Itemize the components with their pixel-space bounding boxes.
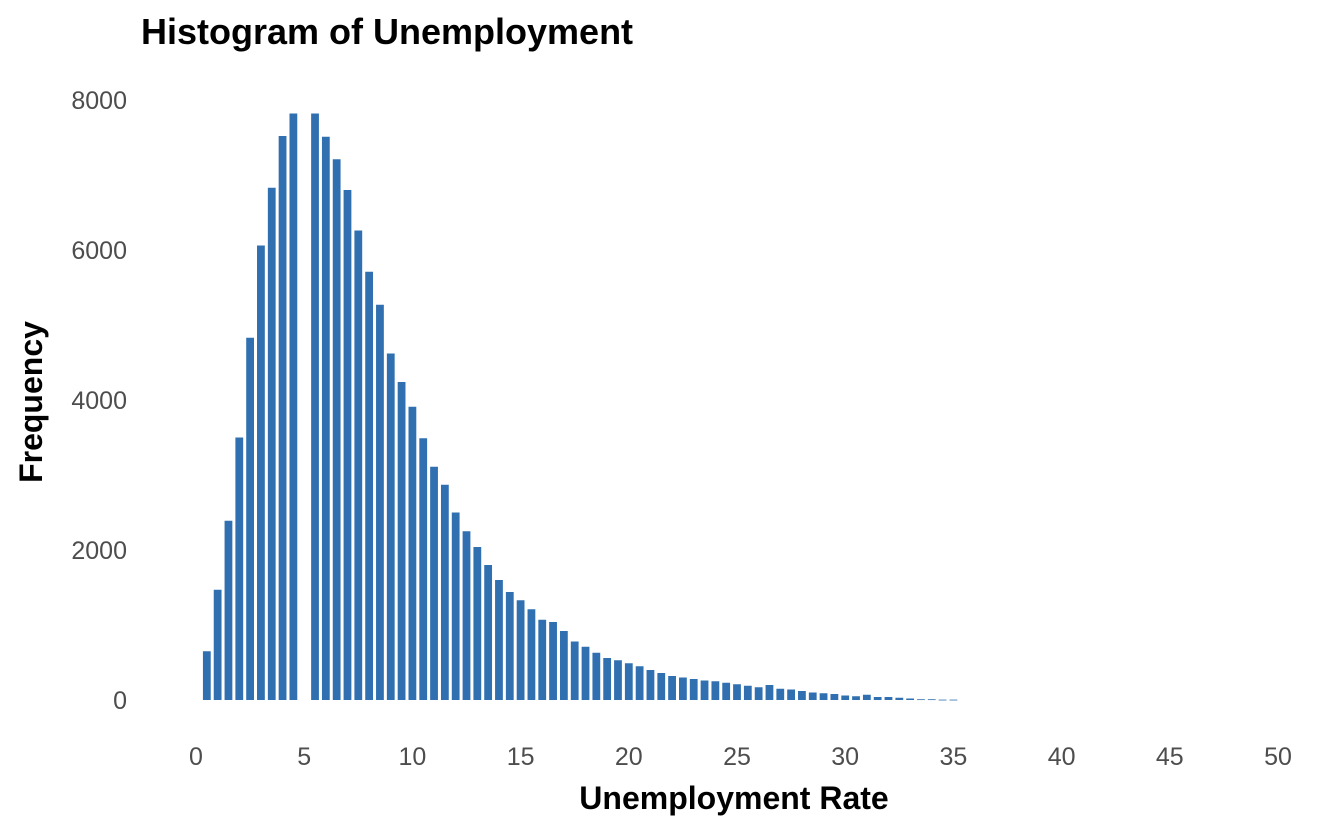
x-axis-title: Unemployment Rate — [579, 780, 888, 816]
histogram-bar — [733, 684, 741, 700]
y-tick-label: 2000 — [71, 537, 127, 565]
histogram-bar — [289, 113, 298, 700]
histogram-bar — [419, 438, 428, 700]
histogram-bar — [787, 689, 795, 700]
histogram-bar — [776, 688, 785, 700]
histogram-bar — [505, 592, 514, 700]
histogram-bar — [538, 619, 547, 700]
x-tick-label: 35 — [939, 743, 967, 771]
y-tick-label: 6000 — [71, 237, 127, 265]
histogram-bar — [332, 159, 341, 700]
histogram-bar — [765, 685, 774, 700]
y-tick-label: 0 — [113, 687, 127, 715]
histogram-bar — [830, 694, 839, 700]
histogram-bar — [743, 685, 752, 700]
histogram-bar — [614, 660, 622, 700]
histogram-bar — [700, 680, 709, 700]
histogram-bar — [852, 696, 860, 700]
histogram-bar — [917, 699, 925, 701]
histogram-bar — [906, 698, 915, 700]
histogram-bar — [267, 187, 276, 700]
histogram-bar — [862, 694, 871, 700]
histogram-bar — [559, 631, 568, 700]
histogram-bars — [202, 113, 958, 701]
histogram-bar — [235, 437, 244, 700]
y-axis-ticks: 0 2000 4000 6000 8000 — [71, 87, 127, 715]
histogram-bar — [938, 699, 947, 701]
histogram-bar — [841, 695, 850, 700]
x-tick-label: 40 — [1048, 743, 1076, 771]
chart-title: Histogram of Unemployment — [141, 11, 633, 52]
x-tick-label: 0 — [189, 743, 203, 771]
y-tick-label: 8000 — [71, 87, 127, 115]
histogram-bar — [646, 670, 655, 700]
histogram-bar — [581, 646, 590, 700]
histogram-bar — [754, 687, 763, 700]
histogram-bar — [592, 652, 601, 700]
histogram-bar — [321, 136, 330, 700]
histogram-bar — [884, 697, 893, 700]
histogram-bar — [635, 666, 644, 700]
histogram-bar — [873, 697, 882, 700]
histogram-bar — [473, 547, 482, 700]
histogram-bar — [895, 697, 904, 700]
histogram-bar — [408, 406, 417, 700]
histogram-bar — [376, 304, 384, 700]
x-tick-label: 5 — [297, 743, 311, 771]
histogram-bar — [624, 663, 633, 700]
histogram-bar — [257, 245, 265, 700]
histogram-bar — [808, 692, 817, 700]
y-tick-label: 4000 — [71, 387, 127, 415]
histogram-bar — [386, 353, 395, 700]
histogram-bar — [440, 484, 449, 700]
histogram-bar — [343, 190, 352, 700]
histogram-bar — [311, 113, 319, 700]
histogram-bar — [397, 382, 406, 700]
histogram-bar — [819, 693, 828, 700]
x-tick-label: 25 — [723, 743, 751, 771]
histogram-bar — [430, 466, 438, 700]
histogram-bar — [570, 641, 579, 700]
x-tick-label: 20 — [615, 743, 643, 771]
x-tick-label: 10 — [398, 743, 426, 771]
histogram-bar — [202, 651, 211, 700]
histogram-bar — [278, 136, 287, 700]
histogram-bar — [798, 691, 806, 700]
histogram-bar — [495, 580, 503, 700]
histogram-bar — [949, 699, 958, 701]
y-axis-title: Frequency — [13, 321, 49, 483]
histogram-bar — [549, 622, 557, 700]
histogram-bar — [354, 230, 363, 700]
histogram-bar — [527, 609, 536, 700]
x-tick-label: 15 — [507, 743, 535, 771]
x-tick-label: 30 — [831, 743, 859, 771]
histogram-bar — [451, 512, 460, 700]
x-axis-ticks: 0 5 10 15 20 25 30 35 40 45 50 — [189, 743, 1292, 771]
histogram-bar — [365, 271, 374, 700]
histogram-bar — [657, 673, 666, 700]
histogram-bar — [711, 681, 720, 700]
histogram-bar — [516, 600, 525, 700]
histogram-bar — [689, 679, 698, 700]
x-tick-label: 50 — [1264, 743, 1292, 771]
x-tick-label: 45 — [1156, 743, 1184, 771]
histogram-bar — [679, 677, 687, 700]
histogram-bar — [603, 658, 612, 700]
histogram-bar — [213, 589, 222, 700]
histogram-bar — [927, 699, 936, 701]
histogram-bar — [722, 682, 731, 700]
histogram-bar — [668, 676, 676, 700]
histogram-bar — [462, 531, 471, 700]
histogram-bar — [224, 520, 233, 700]
histogram-bar — [484, 565, 493, 700]
histogram-bar — [246, 337, 254, 700]
